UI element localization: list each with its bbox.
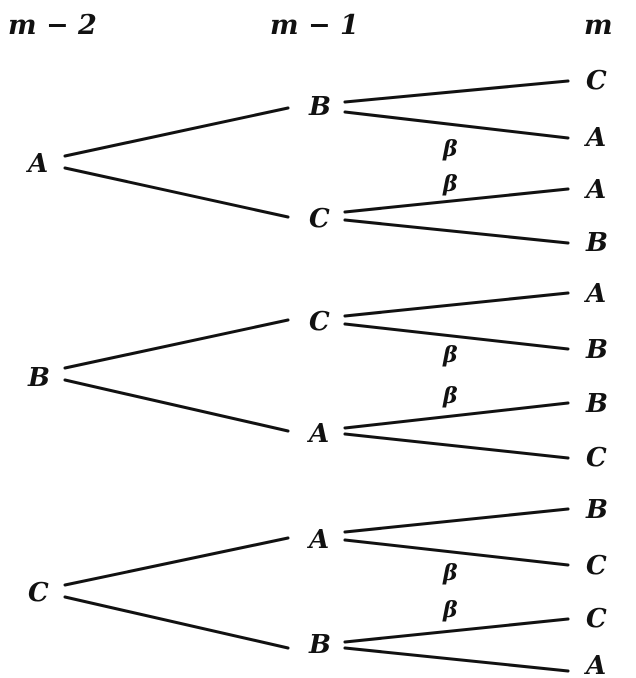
header-m-minus-1: m − 1 — [270, 10, 359, 41]
leaf-node: B — [585, 495, 608, 525]
branch-line — [63, 166, 290, 219]
beta-label: β — [442, 342, 458, 368]
branch-line — [63, 536, 290, 587]
middle-node: C — [309, 307, 330, 337]
header-m-minus-2: m − 2 — [8, 10, 97, 41]
branch-line — [343, 187, 570, 214]
beta-label: β — [442, 136, 458, 162]
branch-line — [343, 617, 570, 644]
leaf-node: C — [586, 604, 607, 634]
branch-line — [343, 291, 570, 318]
beta-label: β — [442, 560, 458, 586]
beta-label: β — [442, 383, 458, 409]
middle-node: A — [306, 419, 329, 449]
branch-line — [343, 110, 570, 140]
branch-line — [343, 401, 570, 430]
root-node: C — [28, 578, 49, 608]
leaf-node: B — [585, 228, 608, 258]
header-m: m — [584, 10, 613, 41]
branch-line — [343, 432, 570, 460]
middle-node: B — [308, 92, 331, 122]
branch-line — [63, 106, 290, 158]
root-node: A — [25, 149, 48, 179]
leaf-node: A — [583, 279, 606, 309]
leaf-node: A — [583, 175, 606, 205]
branch-line — [343, 538, 570, 567]
branch-line — [63, 595, 290, 650]
branch-line — [343, 218, 570, 245]
leaf-node: C — [586, 551, 607, 581]
leaf-node: A — [583, 651, 606, 678]
branch-line — [343, 646, 570, 673]
leaf-node: B — [585, 389, 608, 419]
leaf-node: A — [583, 123, 606, 153]
beta-label: β — [442, 171, 458, 197]
leaf-node: B — [585, 335, 608, 365]
middle-node: A — [306, 525, 329, 555]
branch-line — [343, 79, 570, 104]
branch-line — [63, 378, 290, 433]
leaf-node: C — [586, 443, 607, 473]
middle-node: B — [308, 630, 331, 660]
middle-node: C — [309, 204, 330, 234]
branch-line — [63, 318, 290, 370]
leaf-node: C — [586, 66, 607, 96]
branch-line — [343, 322, 570, 351]
beta-label: β — [442, 597, 458, 623]
branch-line — [343, 507, 570, 534]
root-node: B — [27, 363, 50, 393]
